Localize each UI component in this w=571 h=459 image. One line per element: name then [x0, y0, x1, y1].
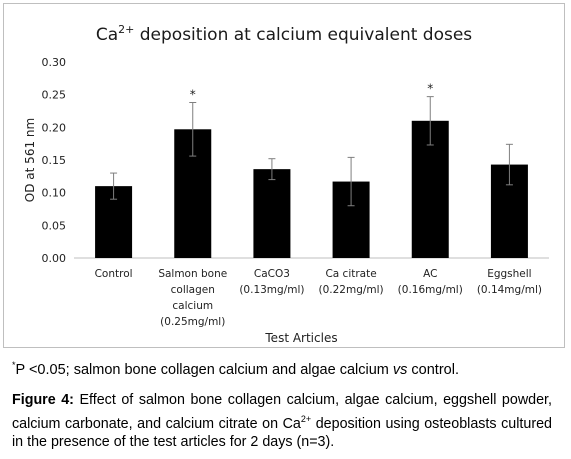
category-labels: Control Salmon bone collagen calcium (0.25mg… [95, 268, 542, 328]
significance-marker: * [190, 88, 196, 102]
bar-chart: Ca2+ deposition at calcium equivalent do… [23, 23, 549, 345]
x-tick-label: Salmon bone [158, 268, 227, 280]
x-tick-label: Eggshell [487, 268, 531, 280]
x-tick-label: Ca citrate [325, 268, 376, 280]
y-tick-label: 0.15 [42, 154, 67, 167]
x-tick-label: (0.14mg/ml) [477, 284, 542, 296]
caption-label: Figure 4: [12, 392, 74, 408]
y-tick-label: 0.00 [42, 252, 67, 265]
x-tick-label: collagen [171, 284, 215, 296]
x-tick-label: Control [95, 268, 133, 280]
x-tick-label: CaCO3 [254, 268, 290, 280]
footnote-italic: vs [392, 361, 408, 378]
footnote-text: P <0.05; salmon bone collagen calcium an… [15, 361, 393, 378]
x-tick-label: (0.16mg/ml) [398, 284, 463, 296]
x-tick-label: (0.22mg/ml) [319, 284, 384, 296]
x-tick-label: AC [423, 268, 437, 280]
chart-panel: Ca2+ deposition at calcium equivalent do… [3, 3, 565, 348]
footnote: *P <0.05; salmon bone collagen calcium a… [12, 356, 459, 379]
x-tick-label: calcium [172, 300, 213, 312]
figure-caption: Figure 4: Effect of salmon bone collagen… [12, 391, 552, 451]
chart-title: Ca2+ deposition at calcium equivalent do… [96, 23, 472, 45]
y-tick-label: 0.10 [42, 187, 67, 200]
y-tick-label: 0.30 [42, 56, 67, 69]
bar [253, 169, 291, 258]
significance-marker: * [427, 82, 433, 96]
x-axis-title: Test Articles [264, 331, 337, 345]
y-axis-title: OD at 561 nm [23, 118, 37, 202]
footnote-marker: * [12, 360, 16, 370]
y-tick-label: 0.20 [42, 121, 67, 134]
x-tick-label: (0.25mg/ml) [160, 316, 225, 328]
caption-text-2: deposition using osteoblasts cultured in… [12, 415, 552, 450]
caption-sup: 2+ [300, 413, 312, 424]
y-tick-label: 0.25 [42, 89, 67, 102]
bars: * * [95, 82, 528, 258]
y-tick-label: 0.05 [42, 219, 67, 232]
y-axis-ticks: 0.00 0.05 0.10 0.15 0.20 0.25 0.30 [42, 56, 67, 265]
caption-text-1: Effect of salmon bone collagen calcium, … [12, 392, 552, 432]
footnote-tail: control. [407, 361, 459, 378]
x-tick-label: (0.13mg/ml) [239, 284, 304, 296]
